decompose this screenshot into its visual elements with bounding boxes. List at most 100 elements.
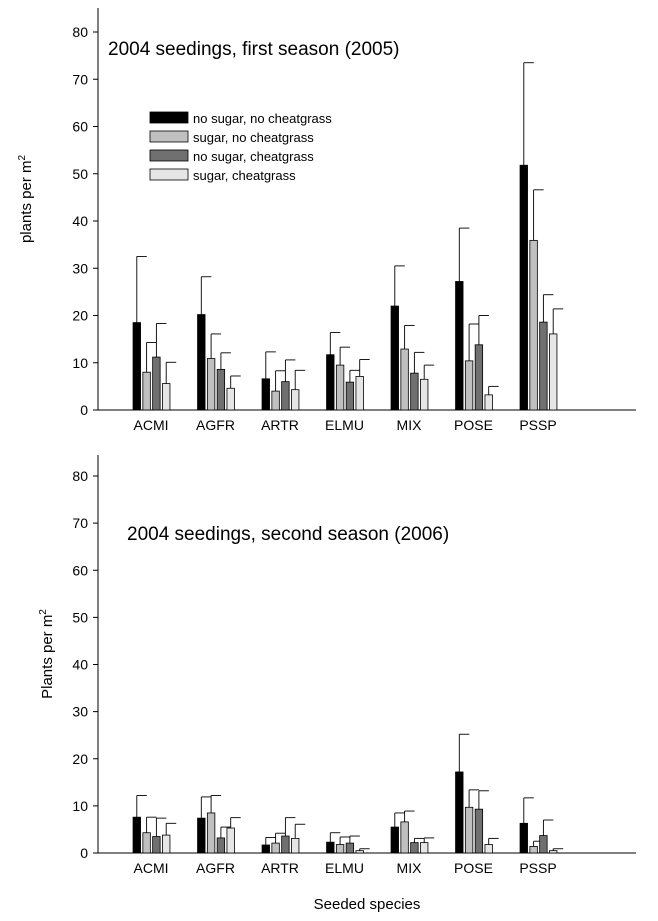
panel2-x-tick-label: ELMU [325, 860, 364, 876]
panel2-x-tick-label: POSE [454, 860, 493, 876]
panel2-bar [197, 817, 206, 854]
panel2-bar [142, 832, 151, 854]
panel1-bar [271, 390, 280, 411]
panel1-y-axis-label: plants per m2 [17, 155, 35, 244]
panel2-y-tick-label: 70 [72, 515, 88, 531]
panel2-bar [226, 827, 235, 854]
panel2-x-tick-label: ACMI [134, 860, 169, 876]
panel1-title: 2004 seedings, first season (2005) [108, 39, 400, 60]
panel1-bar [281, 381, 290, 411]
panel2-bar [420, 842, 429, 854]
legend-swatch [149, 168, 189, 181]
legend-swatch [149, 130, 189, 143]
panel2-bar [519, 822, 528, 854]
panel1-bar [455, 281, 464, 411]
panel2-y-tick-label: 30 [72, 704, 88, 720]
panel1-bar [345, 381, 355, 411]
panel1-x-tick-label: MIX [397, 417, 423, 433]
panel1-bar [529, 239, 538, 411]
panel2-bar [474, 808, 484, 854]
panel1-y-tick-label: 0 [80, 402, 88, 418]
panel2-y-tick-label: 40 [72, 657, 88, 673]
panel1-x-tick-label: ELMU [325, 417, 364, 433]
panel1-bar [162, 383, 171, 411]
panel1-bar [410, 372, 419, 411]
panel1-bar [132, 322, 141, 411]
legend-label: no sugar, no cheatgrass [193, 111, 332, 126]
panel1-bar [420, 378, 429, 411]
panel2-bar [410, 842, 419, 854]
panel1-x-tick-label: PSSP [519, 417, 556, 433]
panel1-bar [539, 321, 548, 411]
panel2-bar [326, 841, 335, 854]
panel2-bar [549, 850, 558, 854]
panel1-bar [400, 348, 409, 411]
panel1-bar [206, 358, 216, 411]
panel1-y-tick-label: 80 [72, 24, 88, 40]
panel1-x-tick-label: ACMI [134, 417, 169, 433]
panel1-bar [197, 314, 206, 411]
panel1-bar [216, 368, 226, 411]
panel1-bar [464, 360, 474, 411]
panel1-bar [549, 333, 558, 411]
panel2-y-tick-label: 80 [72, 468, 88, 484]
panel2-y-tick-label: 20 [72, 751, 88, 767]
panel2-y-tick-label: 60 [72, 562, 88, 578]
panel1-bar [335, 364, 345, 411]
panel1-bar [142, 371, 151, 411]
panel1-bar [291, 389, 300, 411]
panel2-bar [152, 836, 161, 854]
panel2-bar [455, 771, 464, 854]
panel1-y-tick-label: 60 [72, 119, 88, 135]
panel1-y-tick-label: 10 [72, 355, 88, 371]
legend-swatch [149, 111, 189, 124]
panel2-bar [484, 844, 493, 854]
panel2-bar [335, 844, 345, 854]
panel1-bar [484, 394, 493, 411]
panel2-bar [345, 842, 355, 854]
panel2-bar [529, 846, 538, 854]
legend-label: no sugar, cheatgrass [193, 149, 314, 164]
panel2-bar [132, 816, 141, 854]
panel1-y-tick-label: 30 [72, 260, 88, 276]
panel1-bar [152, 356, 161, 411]
panel2-bar [291, 837, 300, 854]
panel2-bar [400, 821, 409, 854]
panel2-bar [271, 842, 280, 854]
panel2-bar [216, 837, 226, 854]
panel2-x-tick-label: ARTR [261, 860, 299, 876]
panel1-bar [355, 376, 364, 411]
panel2-bar [261, 844, 270, 854]
panel1-y-tick-label: 70 [72, 71, 88, 87]
panel1-y-tick-label: 50 [72, 166, 88, 182]
panel1-x-tick-label: AGFR [196, 417, 235, 433]
panel2-y-axis-label: Plants per m2 [38, 609, 56, 699]
panel2-y-tick-label: 0 [80, 845, 88, 861]
panel2-x-tick-label: PSSP [519, 860, 556, 876]
legend-label: sugar, no cheatgrass [193, 130, 314, 145]
panel2-bar [162, 834, 171, 854]
panel1-bar [390, 305, 399, 411]
panel2-bar [206, 812, 216, 854]
panel2-x-tick-label: MIX [397, 860, 423, 876]
panel2-y-tick-label: 50 [72, 609, 88, 625]
legend-label: sugar, cheatgrass [193, 168, 296, 183]
panel2-bar [464, 806, 474, 854]
legend-swatch [149, 149, 189, 162]
panel2-bar [390, 826, 399, 854]
panel1-x-tick-label: ARTR [261, 417, 299, 433]
panel1-x-tick-label: POSE [454, 417, 493, 433]
panel1-bar [226, 387, 235, 411]
panel1-bar [261, 378, 270, 411]
panel1-y-tick-label: 20 [72, 308, 88, 324]
panel2-y-tick-label: 10 [72, 798, 88, 814]
panel2-bar [539, 835, 548, 854]
panel2-x-tick-label: AGFR [196, 860, 235, 876]
panel2-x-axis-label: Seeded species [314, 896, 421, 913]
panel1-bar [326, 354, 335, 411]
panel2-bar [281, 835, 290, 854]
panel1-y-tick-label: 40 [72, 213, 88, 229]
panel2-bar [355, 850, 364, 854]
panel1-bar [474, 344, 484, 411]
